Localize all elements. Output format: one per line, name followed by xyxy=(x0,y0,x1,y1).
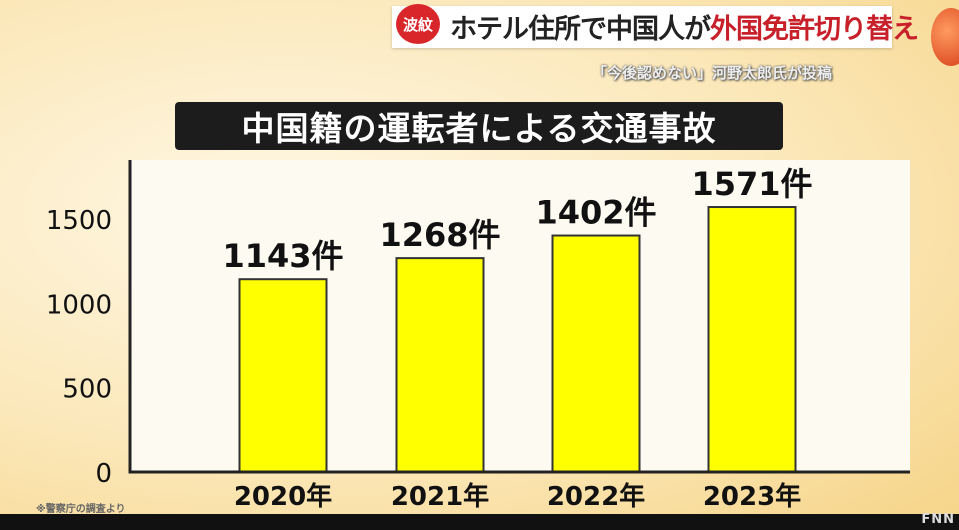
bar xyxy=(395,257,485,474)
headline: ホテル住所で中国人が外国免許切り替え xyxy=(450,7,919,46)
headline-black: ホテル住所で中国人が xyxy=(450,14,711,45)
fnn-logo: FNN xyxy=(921,512,955,527)
chart-title: 中国籍の運転者による交通事故 xyxy=(175,102,783,150)
x-tick-label: 2020年 xyxy=(234,481,332,512)
x-tick-label: 2022年 xyxy=(547,481,645,512)
bar xyxy=(238,278,328,473)
topic-badge: 波紋 xyxy=(396,4,440,44)
y-tick-label: 500 xyxy=(62,375,112,405)
y-tick-label: 0 xyxy=(95,459,112,489)
x-tick-label: 2023年 xyxy=(703,481,801,512)
value-label: 1143件 xyxy=(222,237,343,275)
subheadline: 「今後認めない」河野太郎氏が投稿 xyxy=(592,64,833,82)
value-label: 1402件 xyxy=(535,194,656,232)
bottom-bar xyxy=(0,514,959,530)
y-tick-label: 1000 xyxy=(46,290,112,320)
headline-bar xyxy=(392,6,892,48)
x-tick-label: 2021年 xyxy=(391,481,489,512)
y-tick-label: 1500 xyxy=(46,206,112,236)
bar xyxy=(551,234,641,473)
value-label: 1571件 xyxy=(691,165,812,203)
axis-lines xyxy=(128,160,910,474)
decorative-orb xyxy=(931,8,959,66)
headline-red: 外国免許切り替え xyxy=(710,14,919,45)
value-label: 1268件 xyxy=(379,216,500,254)
bar xyxy=(707,206,797,474)
source-note: ※警察庁の調査より xyxy=(36,504,126,515)
